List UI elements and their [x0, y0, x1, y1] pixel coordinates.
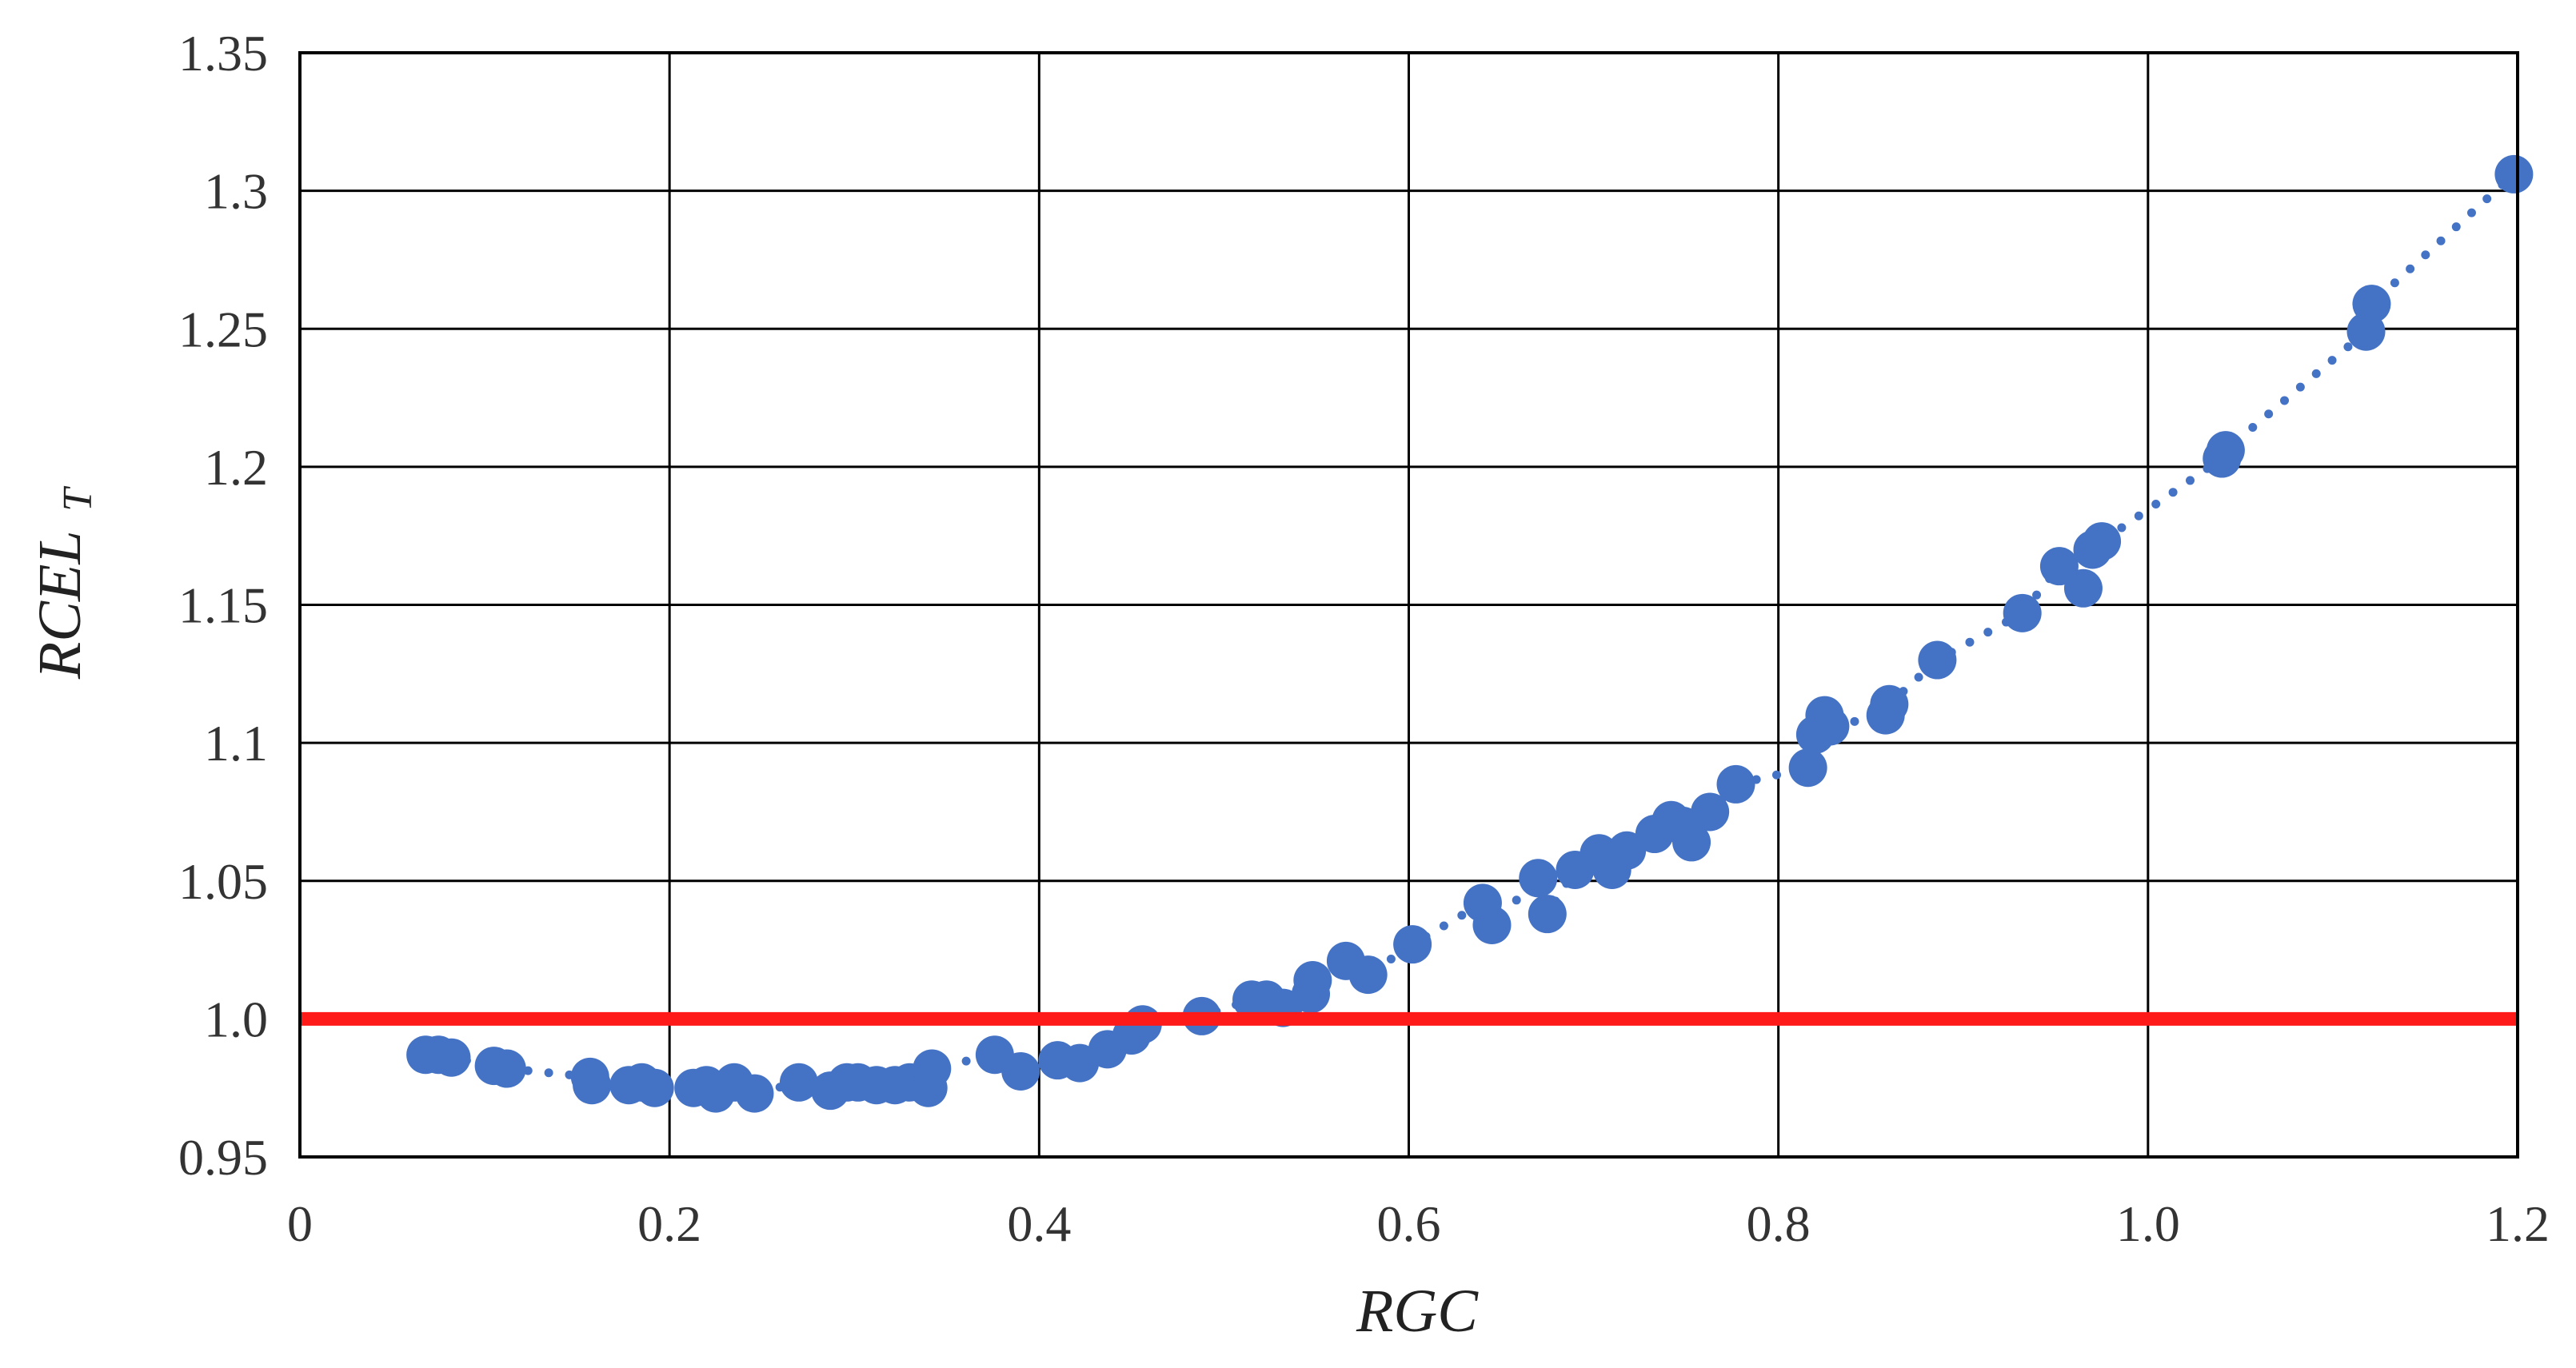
- data-point-63: [2063, 568, 2103, 608]
- data-point-69: [2352, 285, 2391, 324]
- data-point-70: [2494, 154, 2534, 193]
- data-point-67: [2206, 431, 2245, 470]
- plot-border: [298, 51, 2519, 1159]
- data-point-57: [1811, 707, 1850, 746]
- y-tick-label-3: 1.1: [204, 715, 268, 772]
- x-tick-label-1: 0.2: [637, 1195, 701, 1252]
- data-point-25: [1001, 1051, 1040, 1091]
- data-point-60: [1918, 640, 1957, 680]
- x-tick-label-3: 0.6: [1377, 1195, 1441, 1252]
- y-tick-label-0: 0.95: [178, 1129, 268, 1186]
- y-tick-label-1: 1.0: [204, 991, 268, 1047]
- x-tick-label-5: 1.0: [2116, 1195, 2180, 1252]
- data-point-42: [1519, 859, 1558, 898]
- y-tick-label-2: 1.05: [178, 853, 268, 910]
- data-point-39: [1393, 925, 1432, 964]
- data-point-36: [1293, 961, 1332, 1000]
- x-tick-labels: 0 0.2 0.4 0.6 0.8 1.0 1.2: [287, 1195, 2550, 1252]
- data-point-41: [1472, 905, 1512, 944]
- data-point-14: [735, 1074, 774, 1113]
- data-point-51: [1672, 823, 1711, 862]
- x-tick-label-0: 0: [287, 1195, 313, 1252]
- x-tick-label-6: 1.2: [2486, 1195, 2550, 1252]
- y-axis-title-subscript: T: [55, 486, 101, 512]
- data-point-23: [913, 1049, 952, 1088]
- data-point-38: [1348, 955, 1388, 995]
- data-point-15: [779, 1063, 818, 1102]
- y-tick-labels: 0.95 1.0 1.05 1.1 1.15 1.2 1.25 1.3 1.35: [178, 25, 268, 1186]
- data-point-65: [2083, 522, 2122, 561]
- plot-frame: [298, 51, 2519, 1159]
- y-tick-label-6: 1.25: [178, 301, 268, 357]
- y-tick-label-4: 1.15: [178, 577, 268, 634]
- data-point-59: [1870, 684, 1909, 724]
- y-tick-label-8: 1.35: [178, 25, 268, 82]
- data-point-9: [635, 1068, 674, 1107]
- data-point-43: [1528, 895, 1567, 934]
- data-point-6: [573, 1066, 612, 1105]
- data-point-54: [1788, 748, 1827, 788]
- x-tick-label-2: 0.4: [1007, 1195, 1071, 1252]
- y-tick-label-5: 1.2: [204, 439, 268, 496]
- data-point-47: [1608, 831, 1647, 870]
- y-axis-title: RCEL T: [26, 486, 101, 680]
- data-point-52: [1691, 792, 1730, 832]
- data-point-53: [1716, 764, 1755, 804]
- gridlines: [298, 51, 2519, 1159]
- data-point-4: [487, 1049, 526, 1088]
- data-point-2: [432, 1038, 471, 1077]
- y-axis-title-main: RCEL: [26, 532, 94, 680]
- y-tick-label-7: 1.3: [204, 163, 268, 220]
- data-point-61: [2003, 593, 2042, 632]
- x-axis-title: RGC: [1356, 1278, 1479, 1345]
- x-tick-label-4: 0.8: [1747, 1195, 1811, 1252]
